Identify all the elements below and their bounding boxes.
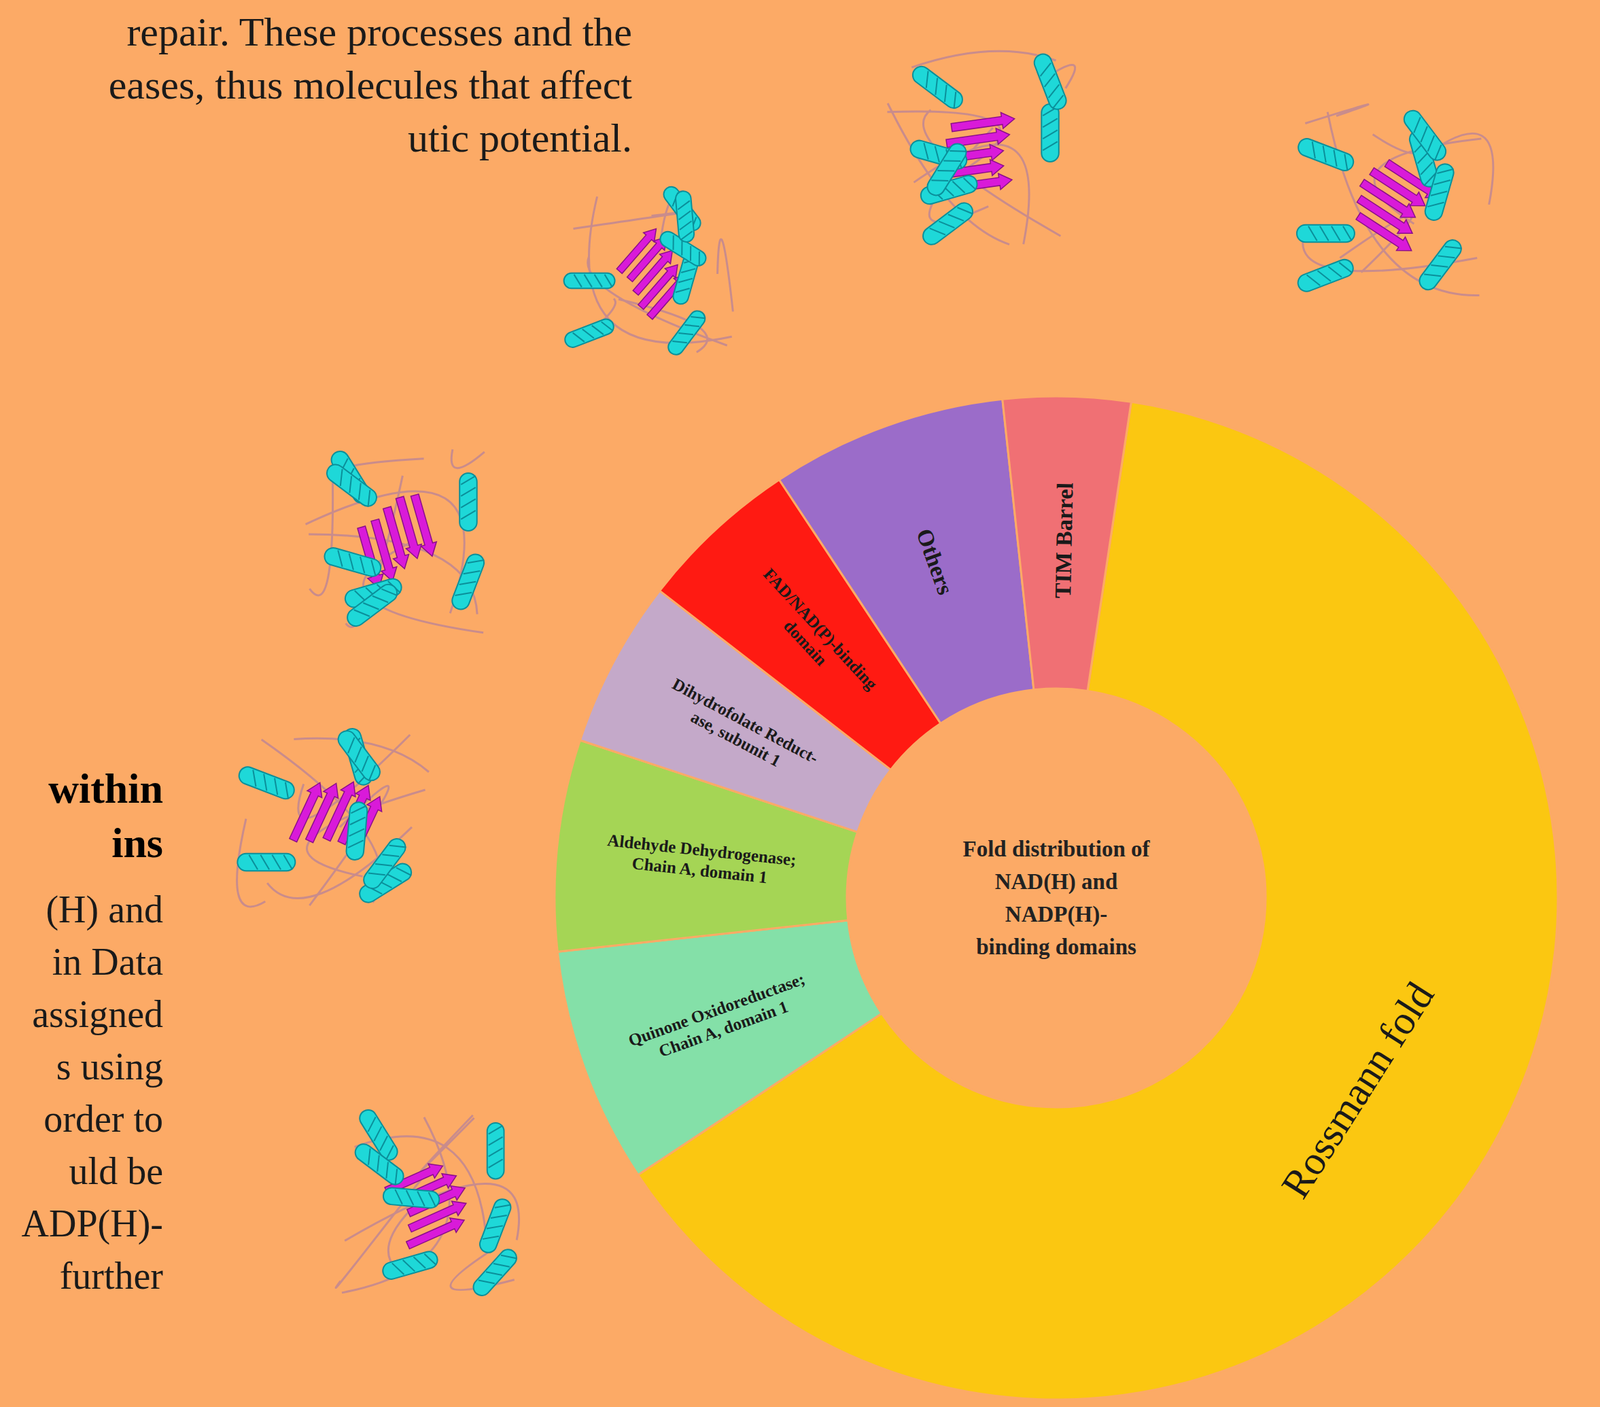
svg-text:Chain A, domain 1: Chain A, domain 1 xyxy=(656,997,791,1061)
svg-text:binding domains: binding domains xyxy=(976,934,1137,960)
svg-text:Others: Others xyxy=(911,525,959,599)
svg-text:NAD(H) and: NAD(H) and xyxy=(995,869,1119,895)
svg-text:NADP(H)-: NADP(H)- xyxy=(1005,901,1108,928)
html-text:repair. These processes and th: repair. These processes and the xyxy=(126,9,633,55)
html-text:uld be: uld be xyxy=(69,1150,164,1193)
svg-text:FAD/NAD(P)-binding: FAD/NAD(P)-binding xyxy=(759,564,881,694)
html-text:further: further xyxy=(59,1254,164,1297)
svg-text:domain: domain xyxy=(780,616,832,669)
html-text:s using: s using xyxy=(56,1045,164,1088)
svg-text:Quinone Oxidoreductase;: Quinone Oxidoreductase; xyxy=(625,969,808,1050)
svg-text:ase, subunit 1: ase, subunit 1 xyxy=(687,707,784,771)
svg-text:Fold distribution of: Fold distribution of xyxy=(962,836,1151,862)
svg-text:Chain A, domain 1: Chain A, domain 1 xyxy=(631,853,769,887)
html-text:(H) and: (H) and xyxy=(45,888,164,931)
html-text:ins: ins xyxy=(111,819,164,866)
svg-text:Rossmann fold: Rossmann fold xyxy=(1272,974,1443,1206)
html-text:within: within xyxy=(48,765,164,812)
html-text:eases, thus molecules that aff: eases, thus molecules that affect xyxy=(108,62,633,108)
html-text:in Data: in Data xyxy=(52,940,164,983)
svg-text:Dihydrofolate Reduct-: Dihydrofolate Reduct- xyxy=(669,674,822,768)
svg-text:TIM Barrel: TIM Barrel xyxy=(1050,482,1078,599)
html-text:utic potential.: utic potential. xyxy=(407,115,633,161)
html-text:assigned: assigned xyxy=(32,993,164,1036)
html-text:ADP(H)-: ADP(H)- xyxy=(21,1202,164,1245)
html-text:order to: order to xyxy=(43,1097,164,1140)
svg-text:Aldehyde Dehydrogenase;: Aldehyde Dehydrogenase; xyxy=(606,830,798,870)
